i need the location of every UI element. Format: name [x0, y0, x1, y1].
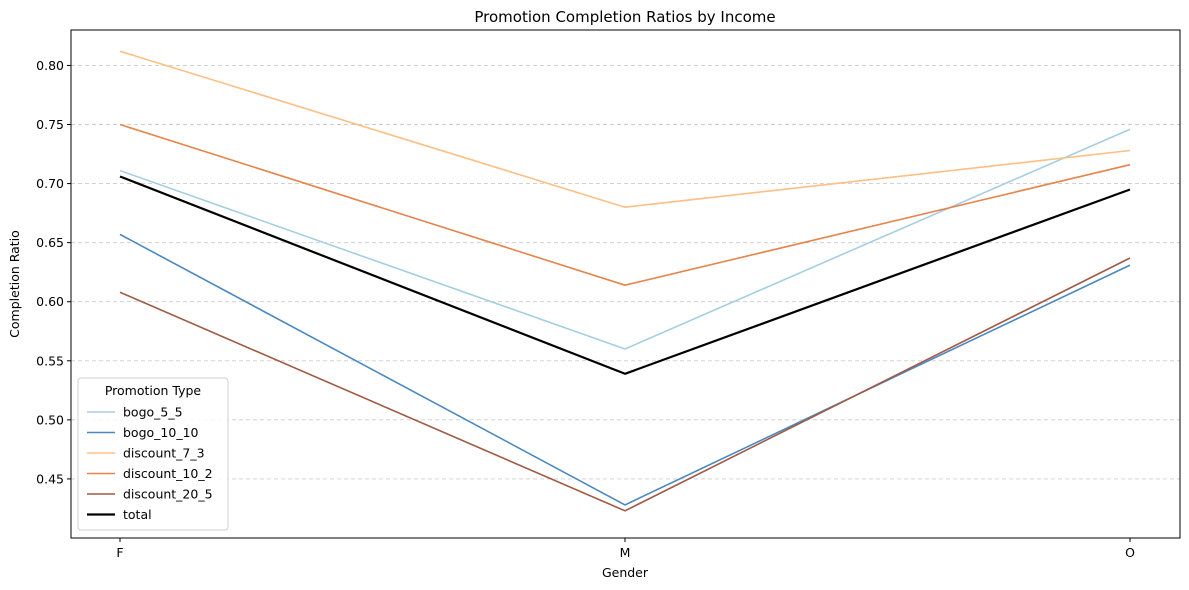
series-line-discount-10-2: [119, 123, 1131, 286]
legend-label: discount_10_2: [123, 466, 213, 481]
x-tick-label: F: [116, 545, 123, 560]
legend-label: discount_7_3: [123, 446, 205, 461]
series-line-bogo-10-10: [119, 233, 1131, 506]
legend-label: bogo_10_10: [123, 425, 199, 440]
y-tick-label: 0.70: [36, 176, 64, 191]
series-lines: [119, 50, 1131, 512]
y-tick-label: 0.60: [36, 294, 64, 309]
legend-box: [77, 377, 229, 531]
series-line-bogo-5-5: [119, 128, 1131, 350]
plot-frame: [70, 29, 1181, 539]
legend-title: Promotion Type: [105, 383, 202, 398]
series-line-discount-20-5: [119, 257, 1131, 512]
legend-label: total: [123, 507, 152, 522]
grid-lines: [71, 64, 1180, 480]
x-tick-label: O: [1125, 545, 1135, 560]
x-axis-label: Gender: [602, 565, 649, 580]
y-tick-label: 0.55: [36, 353, 64, 368]
y-tick-label: 0.50: [36, 412, 64, 427]
series-line-total: [119, 175, 1131, 375]
y-tick-label: 0.45: [36, 471, 64, 486]
y-axis: 0.45 0.50 0.55 0.60 0.65 0.70 0.75 0.80: [36, 58, 71, 486]
y-tick-label: 0.75: [36, 117, 64, 132]
y-tick-label: 0.65: [36, 235, 64, 250]
legend: Promotion Type bogo_5_5 bogo_10_10 discount…: [77, 377, 229, 531]
x-tick-label: M: [620, 545, 631, 560]
legend-label: discount_20_5: [123, 487, 213, 502]
legend-label: bogo_5_5: [123, 405, 183, 420]
y-tick-label: 0.80: [36, 58, 64, 73]
y-axis-label: Completion Ratio: [7, 230, 22, 338]
series-line-discount-7-3: [119, 50, 1131, 209]
chart-title: Promotion Completion Ratios by Income: [474, 8, 775, 26]
